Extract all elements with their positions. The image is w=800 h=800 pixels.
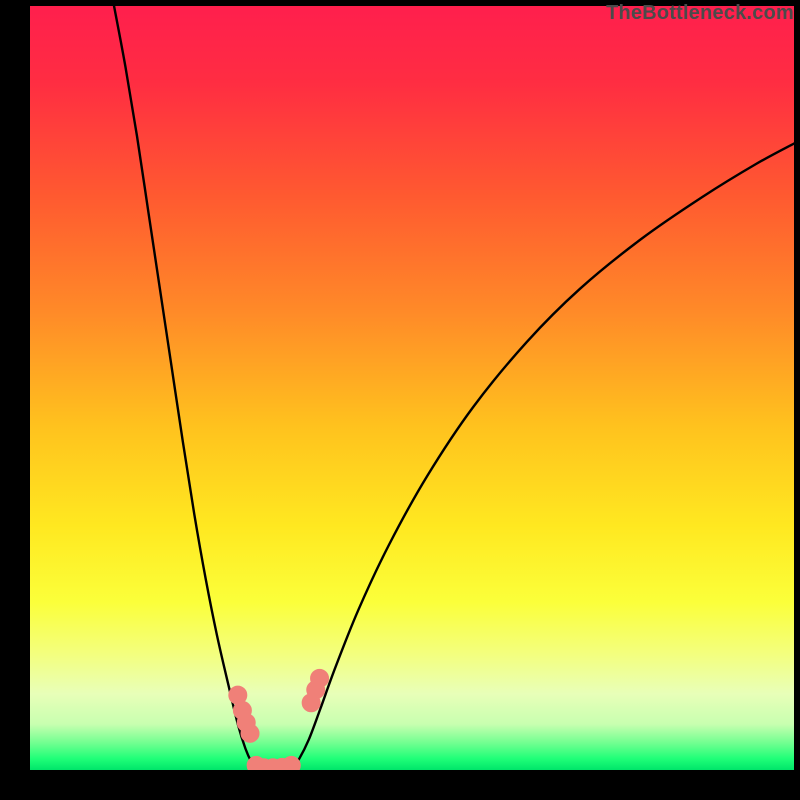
curves-layer [30,6,794,770]
data-marker [241,724,259,742]
watermark-text: TheBottleneck.com [606,2,794,25]
data-marker [311,669,329,687]
plot-area [30,6,794,770]
data-marker [282,756,300,770]
chart-frame: TheBottleneck.com [0,0,800,800]
bottleneck-curve [114,6,794,770]
